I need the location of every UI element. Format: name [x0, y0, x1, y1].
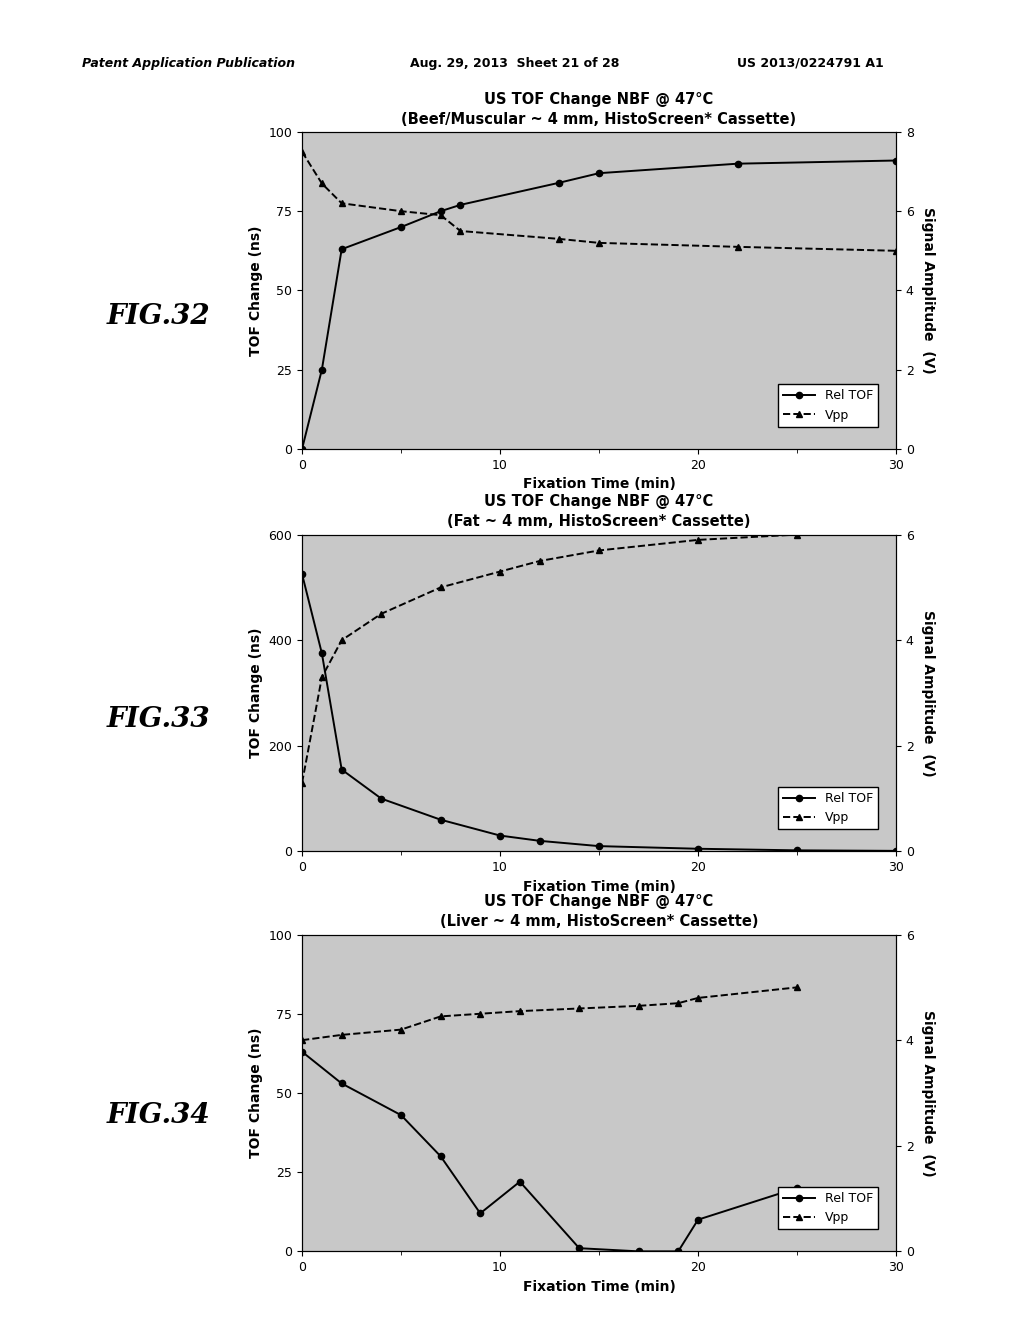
Text: FIG.34: FIG.34 [106, 1102, 211, 1129]
Title: US TOF Change NBF @ 47°C
(Fat ~ 4 mm, HistoScreen* Cassette): US TOF Change NBF @ 47°C (Fat ~ 4 mm, Hi… [447, 495, 751, 529]
Rel TOF [573, 1241, 586, 1257]
Rel TOF [553, 174, 565, 190]
Vpp [553, 231, 565, 247]
Rel TOF [455, 197, 467, 213]
Line: Vpp: Vpp [299, 985, 800, 1043]
Rel TOF [890, 153, 902, 169]
Vpp [573, 1001, 586, 1016]
X-axis label: Fixation Time (min): Fixation Time (min) [522, 477, 676, 491]
Vpp [514, 1003, 526, 1019]
Vpp [692, 532, 705, 548]
Rel TOF [336, 762, 348, 777]
Vpp [593, 235, 605, 251]
Rel TOF [315, 645, 328, 661]
Vpp [731, 239, 743, 255]
Vpp [633, 998, 645, 1014]
Rel TOF [633, 1243, 645, 1259]
Legend: Rel TOF, Vpp: Rel TOF, Vpp [778, 787, 878, 829]
Rel TOF [434, 1148, 446, 1164]
Y-axis label: TOF Change (ns): TOF Change (ns) [249, 1028, 263, 1158]
Text: US 2013/0224791 A1: US 2013/0224791 A1 [737, 57, 884, 70]
Rel TOF [534, 833, 546, 849]
Rel TOF [315, 362, 328, 378]
Rel TOF [593, 165, 605, 181]
Text: Patent Application Publication: Patent Application Publication [82, 57, 295, 70]
Legend: Rel TOF, Vpp: Rel TOF, Vpp [778, 384, 878, 426]
Y-axis label: TOF Change (ns): TOF Change (ns) [249, 226, 263, 355]
Vpp [434, 579, 446, 595]
X-axis label: Fixation Time (min): Fixation Time (min) [522, 879, 676, 894]
Rel TOF [336, 242, 348, 257]
Vpp [336, 1027, 348, 1043]
Vpp [455, 223, 467, 239]
Rel TOF [336, 1076, 348, 1092]
Y-axis label: Signal Amplitude  (V): Signal Amplitude (V) [921, 610, 935, 776]
Rel TOF [731, 156, 743, 172]
Vpp [395, 1022, 408, 1038]
Vpp [672, 995, 684, 1011]
Vpp [791, 979, 803, 995]
Vpp [336, 632, 348, 648]
Rel TOF [395, 219, 408, 235]
Vpp [434, 1008, 446, 1024]
Rel TOF [434, 812, 446, 828]
Vpp [890, 521, 902, 537]
Rel TOF [434, 203, 446, 219]
Rel TOF [890, 843, 902, 859]
Line: Rel TOF: Rel TOF [299, 1048, 800, 1254]
Rel TOF [395, 1107, 408, 1123]
Vpp [434, 207, 446, 223]
Vpp [890, 243, 902, 259]
Vpp [375, 606, 387, 622]
Rel TOF [296, 1044, 308, 1060]
Title: US TOF Change NBF @ 47°C
(Beef/Muscular ~ 4 mm, HistoScreen* Cassette): US TOF Change NBF @ 47°C (Beef/Muscular … [401, 92, 797, 127]
Rel TOF [514, 1173, 526, 1189]
Rel TOF [494, 828, 506, 843]
Title: US TOF Change NBF @ 47°C
(Liver ~ 4 mm, HistoScreen* Cassette): US TOF Change NBF @ 47°C (Liver ~ 4 mm, … [439, 895, 759, 929]
Rel TOF [474, 1205, 486, 1221]
Rel TOF [692, 1212, 705, 1228]
Vpp [315, 176, 328, 191]
Vpp [791, 527, 803, 543]
Vpp [296, 144, 308, 160]
Rel TOF [692, 841, 705, 857]
Vpp [336, 195, 348, 211]
Vpp [296, 1032, 308, 1048]
Text: Aug. 29, 2013  Sheet 21 of 28: Aug. 29, 2013 Sheet 21 of 28 [410, 57, 618, 70]
Rel TOF [593, 838, 605, 854]
Y-axis label: Signal Amplitude  (V): Signal Amplitude (V) [921, 207, 935, 374]
Rel TOF [791, 1180, 803, 1196]
Line: Vpp: Vpp [299, 527, 899, 785]
Rel TOF [791, 842, 803, 858]
Vpp [474, 1006, 486, 1022]
Vpp [593, 543, 605, 558]
Line: Vpp: Vpp [299, 149, 899, 253]
Text: FIG.33: FIG.33 [106, 706, 211, 733]
Rel TOF [296, 441, 308, 457]
X-axis label: Fixation Time (min): Fixation Time (min) [522, 1279, 676, 1294]
Vpp [296, 775, 308, 791]
Text: FIG.32: FIG.32 [106, 304, 211, 330]
Rel TOF [375, 791, 387, 807]
Vpp [315, 669, 328, 685]
Vpp [395, 203, 408, 219]
Rel TOF [296, 566, 308, 582]
Y-axis label: TOF Change (ns): TOF Change (ns) [249, 628, 263, 758]
Rel TOF [672, 1243, 684, 1259]
Vpp [494, 564, 506, 579]
Vpp [534, 553, 546, 569]
Line: Rel TOF: Rel TOF [299, 572, 899, 854]
Line: Rel TOF: Rel TOF [299, 157, 899, 451]
Vpp [692, 990, 705, 1006]
Legend: Rel TOF, Vpp: Rel TOF, Vpp [778, 1187, 878, 1229]
Y-axis label: Signal Amplitude  (V): Signal Amplitude (V) [921, 1010, 935, 1176]
